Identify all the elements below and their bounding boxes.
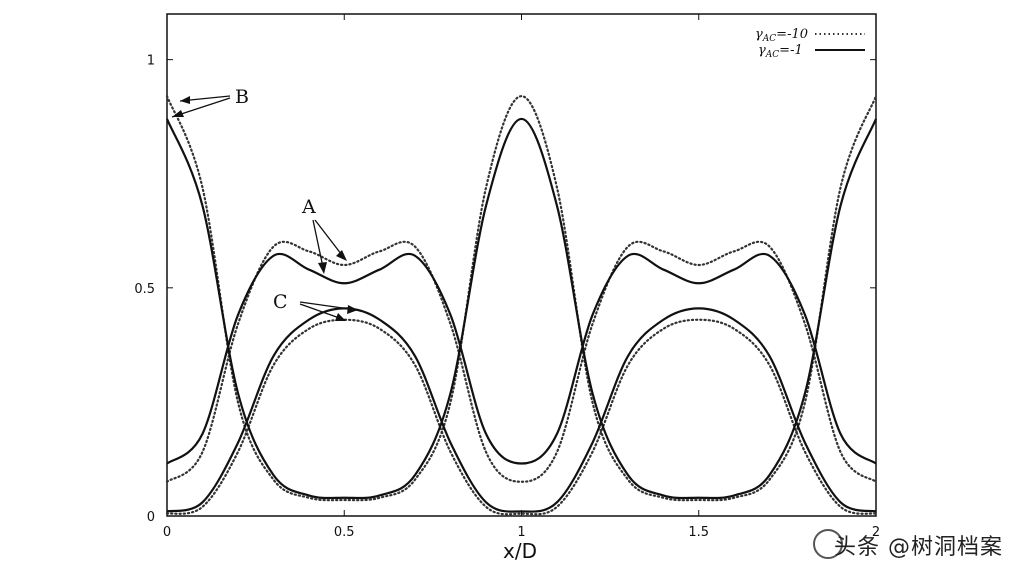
- annotation-b-arrowhead-1: [180, 96, 190, 104]
- annotation-c-label: C: [273, 291, 288, 313]
- annotations: B A C: [171, 86, 358, 321]
- x-axis-label: x/D: [503, 539, 537, 563]
- series-2-peak-line: [165, 117, 878, 500]
- y-tick-label: 0: [147, 510, 155, 525]
- annotation-a-arrowhead-1: [318, 262, 327, 274]
- x-tick-label: 2: [872, 525, 880, 540]
- y-tick-label: 1: [147, 54, 155, 69]
- plot-frame: [166, 13, 877, 517]
- annotation-c-arrowhead-1: [347, 305, 358, 314]
- legend: γAC=-10 γAC=-1: [755, 27, 865, 60]
- annotation-c-arrow-1: [299, 301, 358, 311]
- series-1-peak-line: [165, 95, 878, 502]
- series-2-double-line: [166, 252, 877, 465]
- legend-entry-1-label: γAC=-10: [755, 27, 808, 44]
- annotation-a-label: A: [301, 196, 316, 218]
- annotation-c-arrowhead-2: [335, 313, 346, 321]
- watermark-logo: [813, 529, 843, 559]
- series-layer: [165, 95, 878, 516]
- annotation-b-label: B: [235, 86, 249, 108]
- series-2-bump-line: [166, 307, 877, 513]
- annotation-a-arrowhead-2: [336, 250, 347, 261]
- x-tick-label: 1.5: [688, 525, 709, 540]
- x-tick-label: 1: [517, 525, 525, 540]
- series-1-bump-line: [165, 318, 878, 516]
- series-1-double-line: [165, 240, 878, 483]
- y-tick-label: 0.5: [134, 282, 155, 297]
- legend-entry-2-label: γAC=-1: [758, 43, 803, 60]
- watermark-text: 头条 @树洞档案: [834, 535, 1003, 560]
- x-tick-label: 0: [163, 525, 171, 540]
- x-tick-label: 0.5: [334, 525, 355, 540]
- annotation-b-arrowhead-2: [172, 110, 184, 117]
